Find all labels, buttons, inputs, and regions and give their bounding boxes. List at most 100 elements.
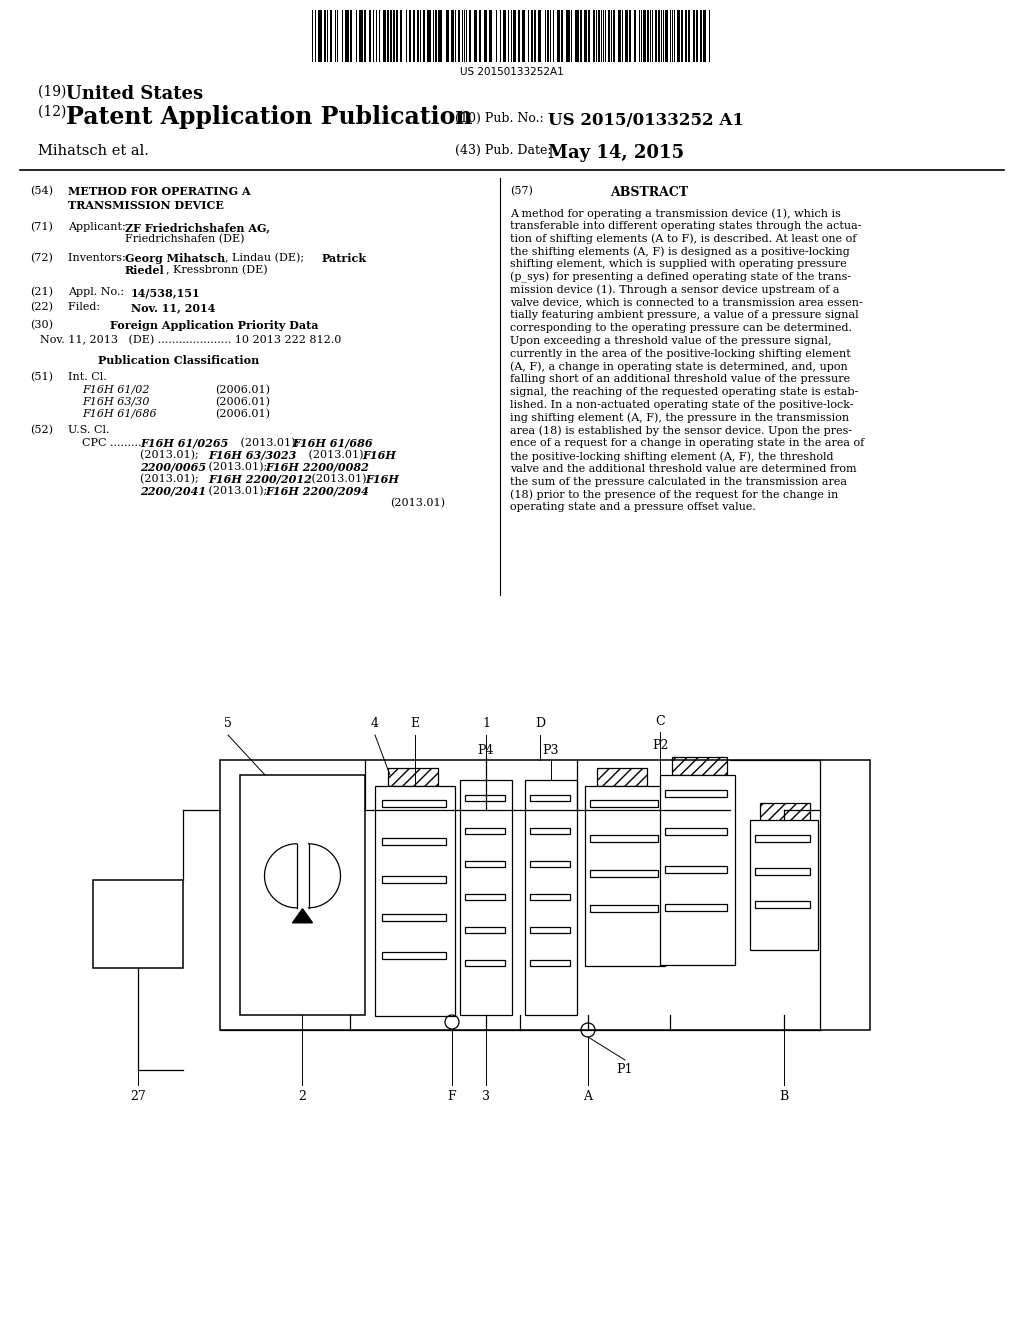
Text: ence of a request for a change in operating state in the area of: ence of a request for a change in operat… xyxy=(510,438,864,449)
Text: US 20150133252A1: US 20150133252A1 xyxy=(460,67,564,77)
Text: transferable into different operating states through the actua-: transferable into different operating st… xyxy=(510,220,861,231)
Text: Appl. No.:: Appl. No.: xyxy=(68,286,128,297)
Text: shifting element, which is supplied with operating pressure: shifting element, which is supplied with… xyxy=(510,259,847,269)
Bar xyxy=(590,870,658,876)
Text: P1: P1 xyxy=(616,1063,633,1076)
Text: United States: United States xyxy=(66,84,203,103)
Bar xyxy=(530,795,570,801)
Bar xyxy=(375,785,455,1016)
Text: F16H: F16H xyxy=(362,450,396,461)
Bar xyxy=(655,11,657,62)
Text: 5: 5 xyxy=(224,717,232,730)
Text: Friedrichshafen (DE): Friedrichshafen (DE) xyxy=(125,234,245,244)
Bar xyxy=(382,838,446,845)
Bar xyxy=(696,11,698,62)
Text: the sum of the pressure calculated in the transmission area: the sum of the pressure calculated in th… xyxy=(510,477,847,487)
Bar xyxy=(382,876,446,883)
Bar xyxy=(388,768,438,785)
Bar xyxy=(531,11,534,62)
Bar xyxy=(755,836,810,842)
Text: F16H 2200/2012: F16H 2200/2012 xyxy=(208,474,312,484)
Bar xyxy=(345,11,349,62)
Bar xyxy=(665,11,668,62)
Bar xyxy=(460,780,512,1015)
Text: falling short of an additional threshold value of the pressure: falling short of an additional threshold… xyxy=(510,375,850,384)
Text: ing shifting element (A, F), the pressure in the transmission: ing shifting element (A, F), the pressur… xyxy=(510,413,849,424)
Text: 2: 2 xyxy=(298,1090,306,1104)
Bar xyxy=(547,11,549,62)
Text: Filed:: Filed: xyxy=(68,302,128,312)
Bar xyxy=(240,775,365,1015)
Bar xyxy=(400,11,402,62)
Text: Inventors:: Inventors: xyxy=(68,253,129,263)
Bar xyxy=(688,11,690,62)
Bar xyxy=(465,927,505,933)
Bar xyxy=(525,780,577,1015)
Text: CPC .........: CPC ......... xyxy=(82,438,145,447)
Text: Applicant:: Applicant: xyxy=(68,222,129,232)
Text: F16H 63/3023: F16H 63/3023 xyxy=(208,450,296,461)
Polygon shape xyxy=(293,908,312,923)
Text: (54): (54) xyxy=(30,186,53,197)
Bar xyxy=(382,800,446,807)
Text: (2013.01);: (2013.01); xyxy=(305,450,371,461)
Bar xyxy=(93,880,183,968)
Text: mission device (1). Through a sensor device upstream of a: mission device (1). Through a sensor dev… xyxy=(510,285,840,296)
Text: (30): (30) xyxy=(30,319,53,330)
Bar xyxy=(383,11,386,62)
Text: (2013.01): (2013.01) xyxy=(390,498,445,508)
Bar xyxy=(220,760,870,1030)
Text: 1: 1 xyxy=(482,717,490,730)
Bar xyxy=(647,11,649,62)
Bar xyxy=(396,11,398,62)
Text: (18) prior to the presence of the request for the change in: (18) prior to the presence of the reques… xyxy=(510,490,839,500)
Bar xyxy=(350,11,352,62)
Text: Mihatsch et al.: Mihatsch et al. xyxy=(38,144,148,158)
Bar xyxy=(593,11,595,62)
Bar xyxy=(700,11,702,62)
Text: C: C xyxy=(655,715,665,729)
Text: (2013.01);: (2013.01); xyxy=(140,474,203,484)
Text: Georg Mihatsch: Georg Mihatsch xyxy=(125,253,225,264)
Bar xyxy=(364,11,366,62)
Text: lished. In a non-actuated operating state of the positive-lock-: lished. In a non-actuated operating stat… xyxy=(510,400,853,411)
Text: tially featuring ambient pressure, a value of a pressure signal: tially featuring ambient pressure, a val… xyxy=(510,310,859,321)
Bar xyxy=(465,795,505,801)
Text: Nov. 11, 2013   (DE) ..................... 10 2013 222 812.0: Nov. 11, 2013 (DE) .....................… xyxy=(40,335,341,346)
Bar xyxy=(382,913,446,921)
Bar xyxy=(693,11,695,62)
Text: F16H 2200/0082: F16H 2200/0082 xyxy=(265,462,369,473)
Text: (51): (51) xyxy=(30,372,53,383)
Text: A: A xyxy=(584,1090,593,1104)
Bar xyxy=(618,11,621,62)
Text: (19): (19) xyxy=(38,84,71,99)
Text: F16H 61/686: F16H 61/686 xyxy=(82,409,157,418)
Bar xyxy=(458,11,460,62)
Bar xyxy=(625,11,628,62)
Bar xyxy=(369,11,371,62)
Bar xyxy=(382,952,446,960)
Bar xyxy=(417,11,419,62)
Text: , Lindau (DE);: , Lindau (DE); xyxy=(225,253,307,264)
Text: US 2015/0133252 A1: US 2015/0133252 A1 xyxy=(548,112,743,129)
Text: (2013.01);: (2013.01); xyxy=(205,462,270,473)
Bar xyxy=(538,11,541,62)
Bar xyxy=(330,11,332,62)
Text: tion of shifting elements (A to F), is described. At least one of: tion of shifting elements (A to F), is d… xyxy=(510,234,856,244)
Text: (A, F), a change in operating state is determined, and, upon: (A, F), a change in operating state is d… xyxy=(510,362,848,372)
Text: ZF Friedrichshafen AG,: ZF Friedrichshafen AG, xyxy=(125,222,270,234)
Text: (2013.01);: (2013.01); xyxy=(205,486,270,496)
Bar xyxy=(465,861,505,867)
Text: Int. Cl.: Int. Cl. xyxy=(68,372,106,381)
Text: the positive-locking shifting element (A, F), the threshold: the positive-locking shifting element (A… xyxy=(510,451,834,462)
Text: P4: P4 xyxy=(478,744,495,756)
Bar xyxy=(629,11,631,62)
Text: signal, the reaching of the requested operating state is estab-: signal, the reaching of the requested op… xyxy=(510,387,858,397)
Bar xyxy=(590,836,658,842)
Bar xyxy=(588,11,590,62)
Text: 2200/0065: 2200/0065 xyxy=(140,462,206,473)
Text: F: F xyxy=(447,1090,457,1104)
Bar xyxy=(359,11,362,62)
Bar xyxy=(465,960,505,966)
Text: 14/538,151: 14/538,151 xyxy=(131,286,201,298)
